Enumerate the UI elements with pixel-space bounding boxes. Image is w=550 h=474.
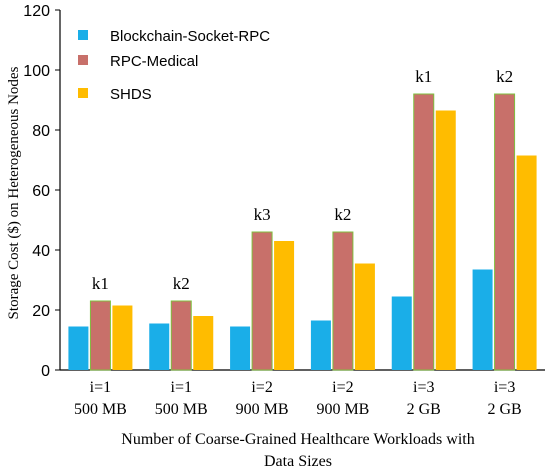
bar-blockchain-socket-rpc [68, 326, 89, 370]
bar-blockchain-socket-rpc [472, 269, 493, 370]
x-tick-label-line-2: 2 GB [487, 401, 521, 418]
bar-group-annotation: k2 [173, 274, 190, 293]
bar-blockchain-socket-rpc [149, 323, 170, 370]
y-tick-label: 80 [32, 123, 50, 140]
x-tick-label-line-1: i=1 [171, 379, 192, 396]
x-tick-label-line-1: i=3 [494, 379, 515, 396]
y-axis-label: Storage Cost ($) on Heterogeneous Nodes [6, 66, 22, 319]
bar-shds [274, 241, 295, 370]
bar-blockchain-socket-rpc [391, 296, 412, 370]
bar-shds [112, 305, 133, 370]
bar-blockchain-socket-rpc [230, 326, 251, 370]
legend-swatch [78, 88, 88, 98]
bar-shds [435, 110, 456, 370]
bar-rpc-medical [170, 300, 192, 371]
x-tick-label-line-2: 2 GB [407, 401, 441, 418]
y-tick-label: 20 [32, 303, 50, 320]
y-tick-label: 0 [41, 363, 50, 380]
legend-label: Blockchain-Socket-RPC [110, 28, 270, 45]
x-axis-label-line-2: Data Sizes [264, 453, 332, 470]
legend: Blockchain-Socket-RPC RPC-Medical SHDS [78, 28, 270, 103]
bars [68, 93, 537, 371]
x-tick-labels: i=1 500 MB i=1 500 MB i=2 900 MB i=2 900 MB i=3 2… [74, 379, 522, 418]
bar-shds [354, 263, 375, 370]
bar-annotations: k1 k2 k3 k2 k1 k2 [92, 67, 513, 293]
bar-rpc-medical [413, 93, 435, 371]
bar-shds [516, 155, 537, 370]
bar-group-annotation: k1 [92, 274, 109, 293]
bar-group-annotation: k1 [415, 67, 432, 86]
bar-rpc-medical [494, 93, 516, 371]
x-tick-label-line-2: 500 MB [155, 401, 208, 418]
legend-swatch [78, 30, 88, 40]
bar-blockchain-socket-rpc [310, 320, 331, 370]
bar-group-annotation: k2 [334, 205, 351, 224]
bar-rpc-medical [251, 231, 273, 371]
y-tick-label: 100 [23, 63, 50, 80]
y-tick-label: 120 [23, 3, 50, 20]
bar-group-annotation: k2 [496, 67, 513, 86]
x-tick-label-line-1: i=2 [332, 379, 353, 396]
x-tick-label-line-1: i=3 [413, 379, 434, 396]
y-tick-label: 40 [32, 243, 50, 260]
axes [55, 9, 545, 371]
x-tick-label-line-1: i=2 [251, 379, 272, 396]
x-tick-label-line-1: i=1 [90, 379, 111, 396]
y-tick-labels: 0 20 40 60 80 100 120 [23, 3, 50, 380]
x-tick-label-line-2: 500 MB [74, 401, 127, 418]
bar-shds [193, 316, 214, 370]
bar-group-annotation: k3 [254, 205, 271, 224]
y-tick-label: 60 [32, 183, 50, 200]
legend-swatch [78, 55, 88, 65]
x-tick-label-line-2: 900 MB [316, 401, 369, 418]
legend-label: SHDS [110, 86, 152, 103]
x-tick-label-line-2: 900 MB [236, 401, 289, 418]
x-axis-label-line-1: Number of Coarse-Grained Healthcare Work… [121, 431, 474, 448]
legend-label: RPC-Medical [110, 53, 198, 70]
bar-rpc-medical [89, 300, 111, 371]
bar-rpc-medical [332, 231, 354, 371]
